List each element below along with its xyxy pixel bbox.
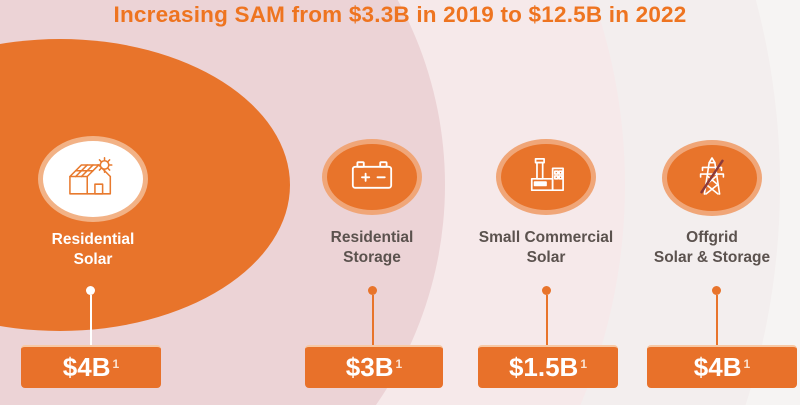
commercial-building-icon — [527, 156, 565, 199]
residential-solar-value-badge: $4B 1 — [21, 345, 161, 388]
residential-storage-value-badge: $3B 1 — [305, 345, 443, 388]
connector-line — [372, 295, 374, 345]
footnote-marker: 1 — [112, 356, 120, 371]
offgrid-solar-storage-value-badge: $4B 1 — [647, 345, 797, 388]
page-title: Increasing SAM from $3.3B in 2019 to $12… — [113, 2, 687, 27]
footnote-marker: 1 — [395, 356, 403, 371]
small-commercial-solar-value-badge: $1.5B 1 — [478, 345, 618, 388]
connector-line — [90, 295, 92, 345]
residential-storage-badge — [322, 139, 422, 215]
connector-dot — [368, 286, 377, 295]
small-commercial-solar-label: Small Commercial Solar — [478, 229, 614, 266]
footnote-marker: 1 — [580, 356, 588, 371]
solar-house-icon — [68, 156, 118, 202]
connector-dot — [542, 286, 551, 295]
connector-dot — [712, 286, 721, 295]
residential-solar-label: Residential Solar — [51, 231, 135, 268]
offgrid-solar-storage-badge — [662, 140, 762, 216]
battery-icon — [351, 160, 393, 195]
transmission-tower-icon — [693, 155, 731, 202]
connector-line — [546, 295, 548, 345]
connector-line — [716, 295, 718, 345]
offgrid-solar-storage-label: Offgrid Solar & Storage — [653, 229, 771, 266]
small-commercial-solar-badge — [496, 139, 596, 215]
footnote-marker: 1 — [743, 356, 751, 371]
residential-solar-badge — [38, 136, 148, 222]
residential-storage-label: Residential Storage — [330, 229, 414, 266]
connector-dot — [86, 286, 95, 295]
